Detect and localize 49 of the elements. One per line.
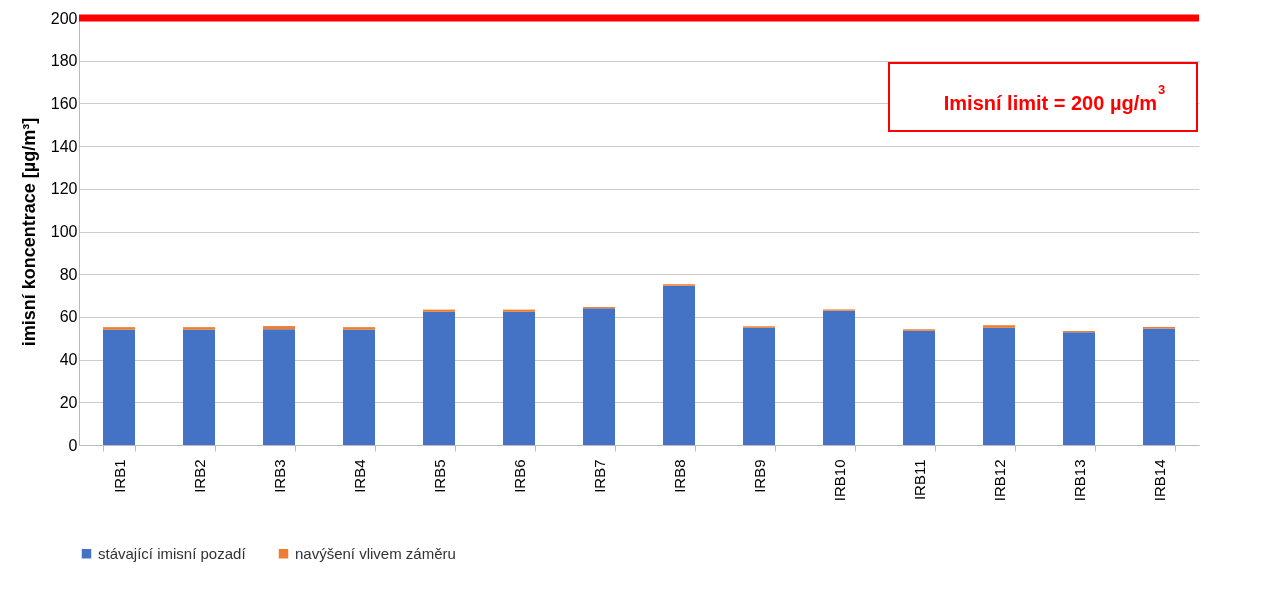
x-tick-label: IRB5 [430, 459, 448, 493]
bar [103, 327, 135, 330]
bar [823, 310, 855, 445]
y-tick-label: 120 [50, 180, 78, 198]
x-tick-label: IRB4 [350, 459, 368, 493]
y-tick-label: 60 [59, 308, 78, 326]
x-tick-label: IRB1 [110, 459, 128, 493]
bar [583, 308, 615, 445]
y-tick-label: 20 [59, 393, 78, 411]
x-tick-label: IRB10 [830, 459, 848, 502]
bar [423, 311, 455, 445]
x-tick-label: IRB14 [1150, 459, 1168, 502]
legend-label: navýšení vlivem záměru [295, 544, 456, 562]
x-tick-label: IRB8 [670, 459, 688, 493]
y-tick-label: 160 [50, 94, 78, 112]
x-tick-label: IRB7 [590, 459, 608, 493]
y-tick-label: 100 [50, 223, 78, 240]
y-tick-label: 40 [59, 351, 78, 369]
bar [503, 309, 535, 312]
x-tick-label: IRB3 [270, 459, 288, 493]
bar [983, 325, 1015, 328]
legend-label: stávající imisní pozadí [98, 544, 247, 562]
bar [663, 285, 695, 445]
y-tick-label: 0 [68, 436, 78, 454]
bar [903, 330, 935, 445]
x-tick-label: IRB6 [510, 459, 528, 493]
bar [263, 329, 295, 445]
y-tick-label: 180 [50, 52, 78, 70]
bar [743, 327, 775, 445]
bar [183, 327, 215, 330]
bar [103, 329, 135, 445]
x-tick-label: IRB12 [990, 459, 1008, 502]
bar [423, 309, 455, 312]
x-tick-label: IRB13 [1070, 459, 1088, 502]
bar [1063, 332, 1095, 445]
y-tick-label: 200 [50, 9, 78, 27]
x-tick-label: IRB2 [190, 459, 208, 493]
y-tick-label: 140 [50, 137, 78, 155]
x-tick-label: IRB9 [750, 459, 768, 493]
y-axis-title: imisní koncentrace [µg/m³] [18, 117, 39, 347]
bar [263, 326, 295, 330]
bar [183, 329, 215, 445]
y-tick-label: 80 [59, 265, 78, 283]
bar [503, 311, 535, 445]
bar [1143, 328, 1175, 445]
bar [343, 329, 375, 445]
bar [343, 327, 375, 330]
x-tick-label: IRB11 [910, 459, 928, 501]
bar [983, 327, 1015, 445]
